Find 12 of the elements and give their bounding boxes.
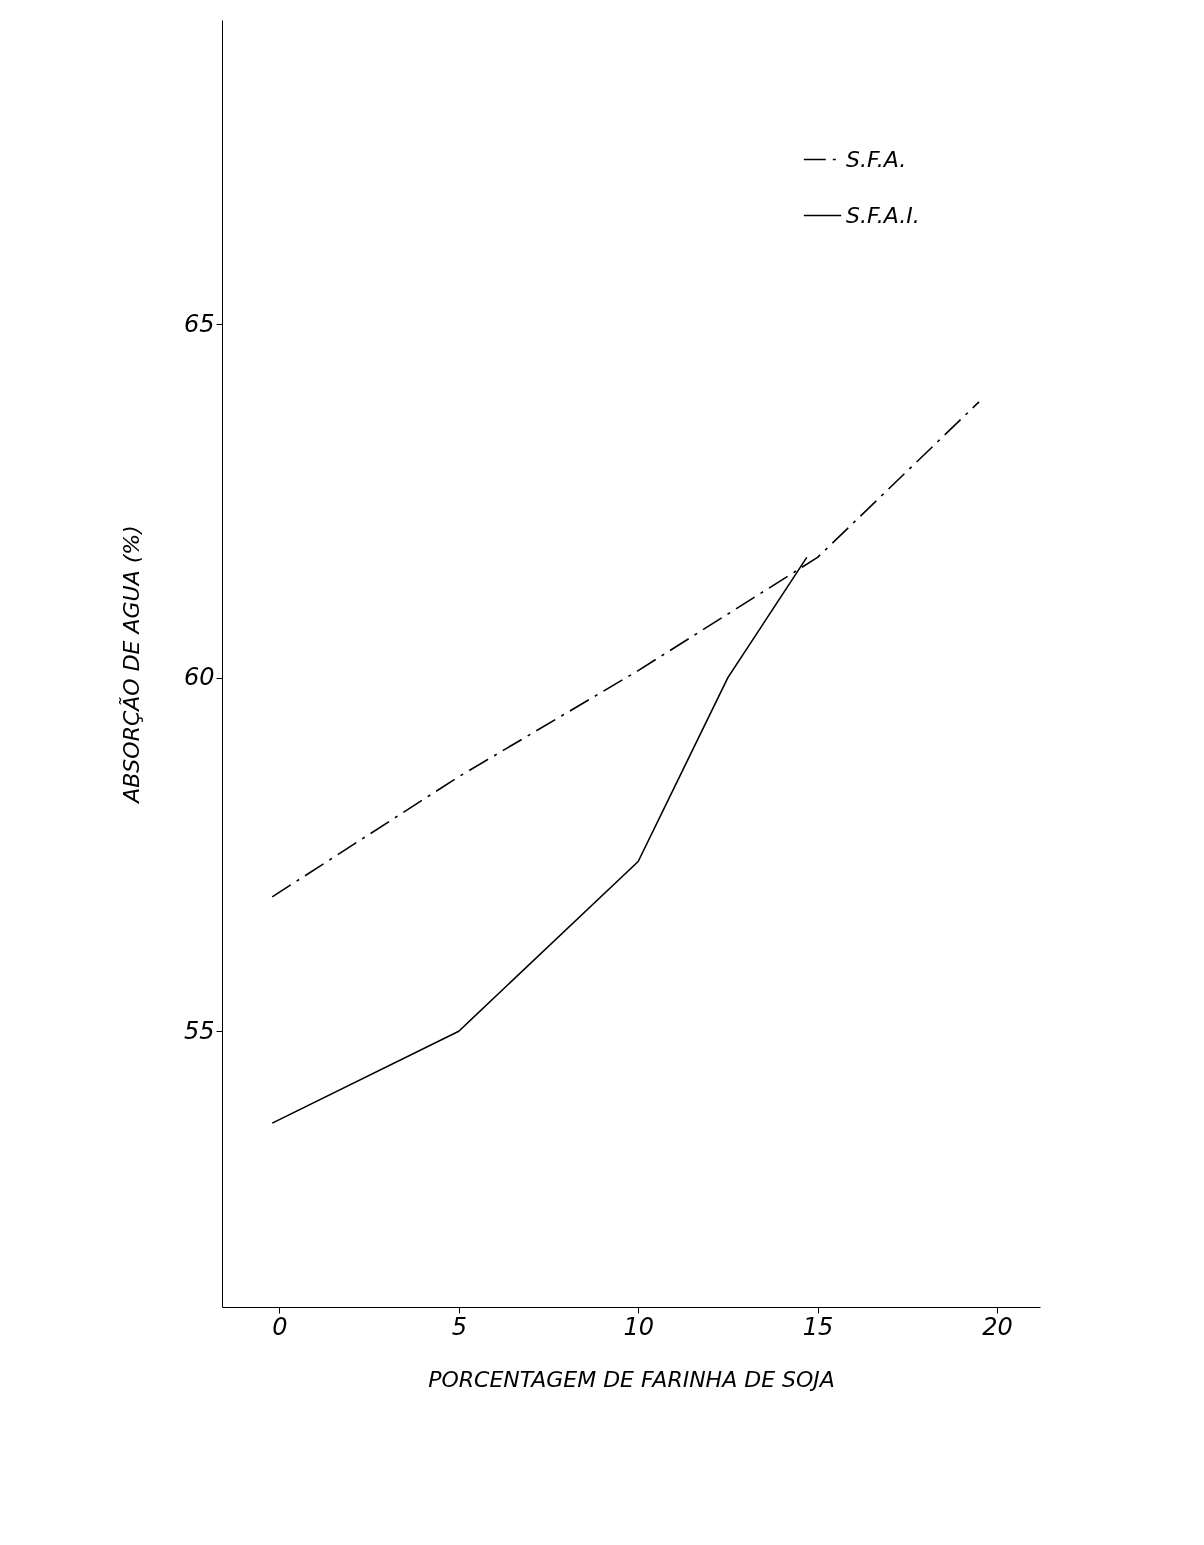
legend-label: S.F.A.I. xyxy=(846,202,920,228)
y-tick-label: 65 xyxy=(183,309,215,338)
legend-label: S.F.A. xyxy=(846,146,907,172)
x-tick-label: 5 xyxy=(451,1312,467,1341)
x-axis-title: PORCENTAGEM DE FARINHA DE SOJA xyxy=(428,1366,835,1392)
x-tick-label: 20 xyxy=(982,1312,1013,1341)
y-axis-title: ABSORÇÃO DE AGUA (%) xyxy=(117,525,144,805)
x-tick-label: 0 xyxy=(272,1312,288,1341)
y-tick-label: 55 xyxy=(183,1016,215,1045)
x-tick-label: 15 xyxy=(802,1312,834,1341)
y-tick-label: 60 xyxy=(183,663,215,692)
x-tick-label: 10 xyxy=(623,1312,654,1341)
